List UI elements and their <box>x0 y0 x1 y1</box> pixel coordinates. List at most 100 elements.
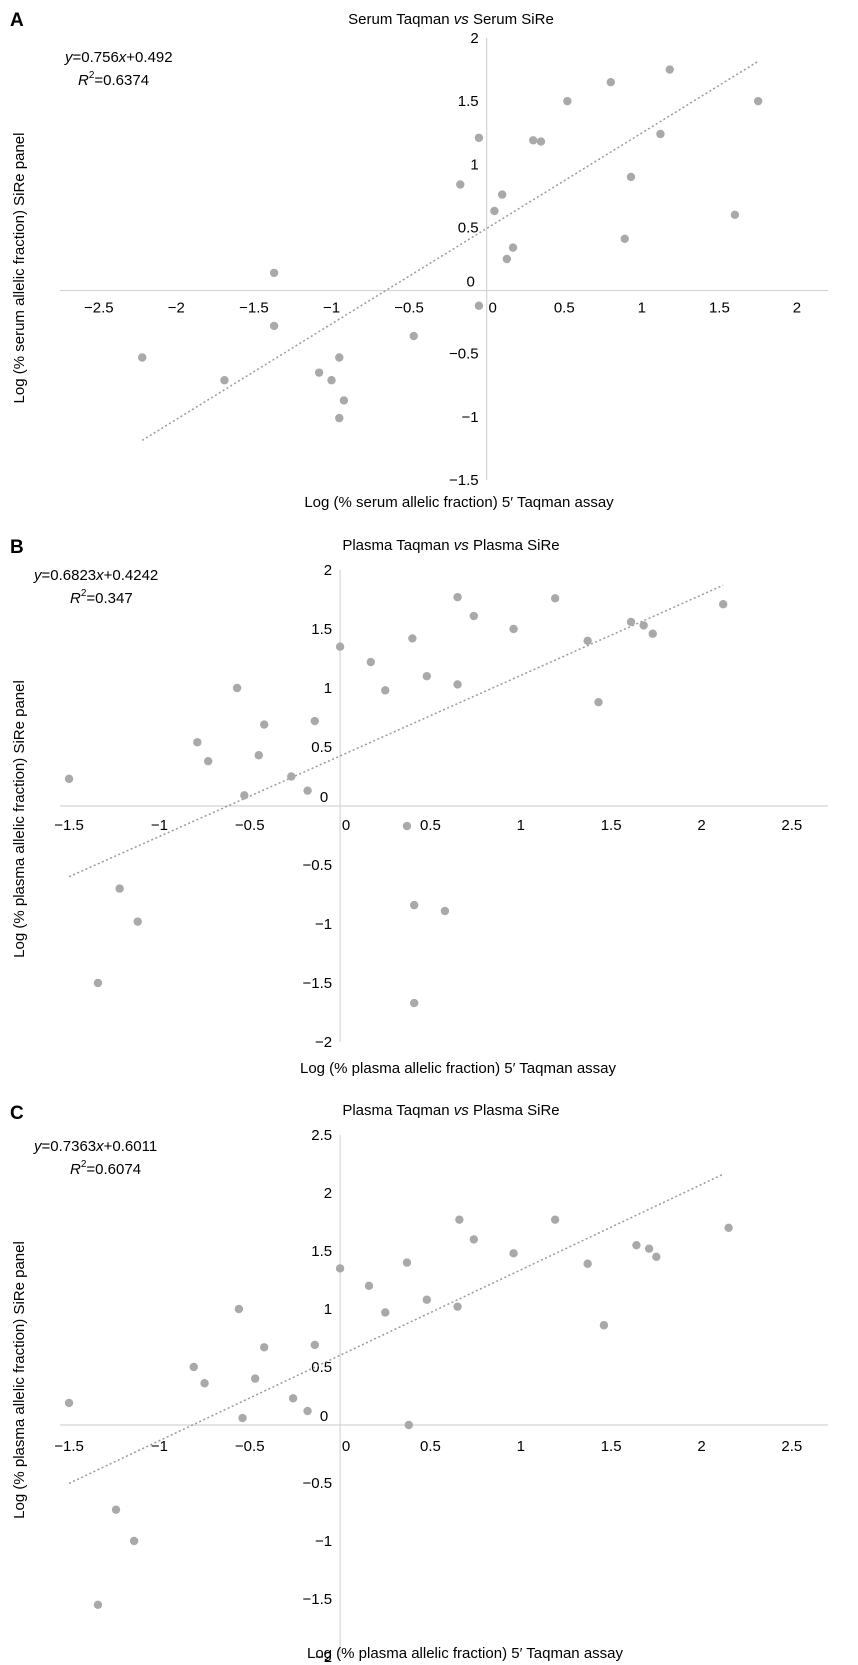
data-point <box>550 594 560 603</box>
data-point <box>232 683 242 693</box>
x-tick-label: 1.5 <box>601 817 622 834</box>
x-tick-label: 1 <box>517 1438 525 1455</box>
data-point <box>404 1420 413 1430</box>
x-tick-label: 2.5 <box>781 817 802 834</box>
panel-letter: A <box>10 10 24 31</box>
data-point <box>193 738 202 747</box>
data-point <box>409 900 419 910</box>
y-tick-label: 0.5 <box>458 219 479 236</box>
y-tick-label: 2 <box>324 1185 332 1202</box>
data-point <box>529 136 538 145</box>
data-point <box>474 301 484 310</box>
data-point <box>259 1343 269 1352</box>
x-tick-label: 0.5 <box>420 1438 441 1455</box>
r-squared: R2=0.6374 <box>78 70 149 89</box>
data-point <box>381 686 390 695</box>
data-point <box>422 672 432 681</box>
data-point <box>409 998 419 1008</box>
x-tick-label: −1.5 <box>54 1438 84 1455</box>
x-tick-label: −2 <box>168 300 185 317</box>
data-point <box>440 906 450 916</box>
data-point <box>753 96 763 106</box>
data-point <box>536 137 546 146</box>
chart-title-part: Plasma SiRe <box>469 1102 560 1119</box>
r-squared-label: R <box>70 590 81 607</box>
y-tick-label: 1 <box>324 1301 332 1318</box>
chart-title-vs: vs <box>454 1102 470 1119</box>
x-tick-label: 1 <box>517 817 525 834</box>
x-axis-label: Log (% plasma allelic fraction) 5′ Taqma… <box>307 1645 624 1662</box>
data-point <box>339 396 349 405</box>
data-point <box>200 1379 209 1388</box>
x-tick-label: −2.5 <box>84 300 114 317</box>
data-point <box>594 697 603 707</box>
data-point <box>220 376 229 385</box>
y-tick-label: 2 <box>470 30 478 47</box>
data-point <box>563 96 572 106</box>
data-point <box>310 1340 319 1350</box>
equation-intercept: +0.492 <box>126 49 172 66</box>
data-point <box>665 65 674 74</box>
chart-panel-b: B Plasma Taqman vs Plasma SiRe −1.5 −1 −0.5 0… <box>10 537 828 1077</box>
y-tick-label: −2 <box>315 1649 332 1665</box>
y-tick-label: −1 <box>315 1533 332 1550</box>
chart-panel-a: A Serum Taqman vs Serum SiRe −2.5 −2 −1.5 −1 −… <box>10 10 828 511</box>
data-point <box>620 234 629 243</box>
data-point <box>234 1304 244 1314</box>
data-point <box>259 720 269 729</box>
data-point <box>238 1413 247 1423</box>
x-tick-label: −0.5 <box>235 1438 265 1455</box>
data-point <box>364 1281 374 1291</box>
equation-x: x <box>118 49 127 66</box>
data-point <box>402 1258 412 1267</box>
equation-x: x <box>95 1138 104 1155</box>
data-point <box>288 1394 298 1403</box>
data-point <box>409 331 418 341</box>
x-tick-label: −1.5 <box>54 817 84 834</box>
data-point <box>402 821 412 831</box>
chart-title: Plasma Taqman vs Plasma SiRe <box>342 537 559 554</box>
y-tick-label: 1 <box>324 680 332 697</box>
data-point <box>455 1215 464 1224</box>
data-point <box>652 1252 661 1262</box>
data-point <box>453 680 462 689</box>
y-tick-label: 1.5 <box>311 621 332 638</box>
equation-slope: =0.7363 <box>42 1138 97 1155</box>
y-tick-label: 1 <box>470 156 478 173</box>
y-tick-label: −2 <box>315 1034 332 1051</box>
y-axis-label: Log (% plasma allelic fraction) SiRe pan… <box>11 1241 28 1519</box>
data-point <box>381 1308 390 1317</box>
chart-title-part: Plasma Taqman <box>342 1102 453 1119</box>
regression-equation: y=0.7363x+0.6011 <box>33 1138 157 1155</box>
data-point <box>327 376 336 385</box>
data-point <box>189 1362 198 1372</box>
data-point <box>626 617 636 627</box>
data-point <box>250 1374 260 1383</box>
data-point <box>626 172 636 182</box>
data-point <box>269 321 279 331</box>
x-tick-label: 1 <box>638 300 646 317</box>
data-point <box>648 629 657 638</box>
trend-line <box>68 1173 724 1485</box>
y-tick-label: 0 <box>320 1408 328 1425</box>
data-point <box>469 1235 479 1244</box>
y-tick-label: −1.5 <box>449 472 479 489</box>
x-tick-label: −0.5 <box>394 300 424 317</box>
data-point <box>303 1406 312 1416</box>
data-point <box>408 634 417 643</box>
equation-intercept: +0.4242 <box>104 567 159 584</box>
r-squared-superscript: 2 <box>81 1159 87 1170</box>
data-point <box>335 413 344 423</box>
chart-panel-c: C Plasma Taqman vs Plasma SiRe −1.5 −1 −0.5 0… <box>10 1102 828 1665</box>
equation-intercept: +0.6011 <box>104 1138 158 1155</box>
equation-y: y <box>33 1138 43 1155</box>
y-tick-label: −1 <box>462 409 479 426</box>
r-squared-label: R <box>78 72 89 89</box>
regression-equation: y=0.756x+0.492 <box>64 49 173 66</box>
x-tick-label: −1 <box>323 300 340 317</box>
y-tick-label: 0 <box>466 274 474 291</box>
r-squared-label: R <box>70 1161 81 1178</box>
chart-title-part: Plasma Taqman <box>342 537 453 554</box>
